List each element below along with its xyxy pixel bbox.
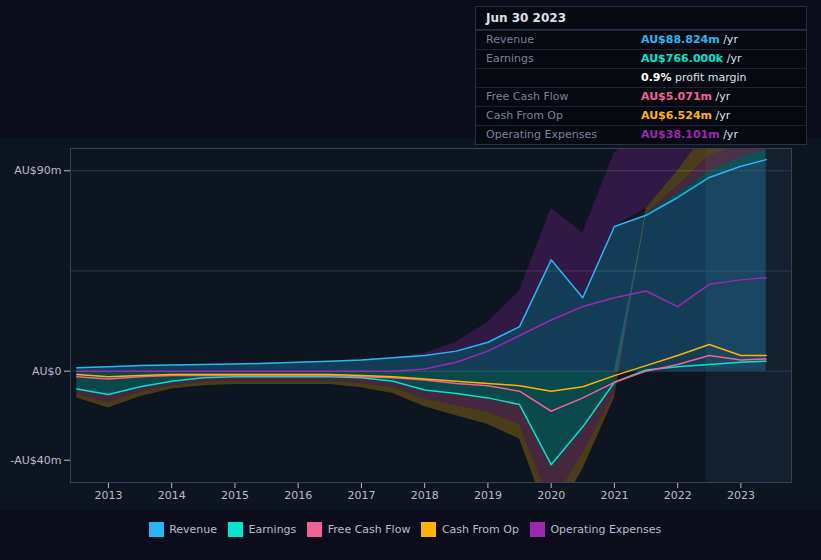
svg-text:2023: 2023 [727, 489, 755, 502]
svg-text:2014: 2014 [158, 489, 186, 502]
html-text:AU$88.824m /yr: AU$88.824m /yr [641, 33, 738, 46]
svg-text:-AU$40m: -AU$40m [10, 454, 61, 467]
html-text:Earnings: Earnings [486, 52, 534, 65]
html-text:AU$6.524m /yr: AU$6.524m /yr [641, 109, 731, 122]
html-text:Free Cash Flow: Free Cash Flow [327, 522, 411, 536]
svg-text:2013: 2013 [94, 489, 122, 502]
html-text:Jun 30 2023: Jun 30 2023 [486, 11, 566, 25]
svg-text:AU$0: AU$0 [32, 365, 62, 378]
svg-text:2019: 2019 [474, 489, 502, 502]
html-text:Cash From Op: Cash From Op [441, 522, 519, 536]
html-text:Cash From Op: Cash From Op [486, 109, 563, 122]
html-text:Revenue: Revenue [169, 522, 218, 536]
html-text:AU$766.000k /yr: AU$766.000k /yr [641, 52, 742, 65]
svg-text:AU$90m: AU$90m [14, 164, 61, 177]
html-text:Revenue: Revenue [486, 33, 534, 46]
svg-text:2022: 2022 [664, 489, 692, 502]
html-text:Operating Expenses: Operating Expenses [550, 522, 662, 536]
html-text:Free Cash Flow: Free Cash Flow [486, 90, 569, 103]
html-text:Earnings: Earnings [248, 522, 297, 536]
html-text:Operating Expenses: Operating Expenses [486, 128, 597, 141]
svg-text:2018: 2018 [411, 489, 439, 502]
svg-text:2017: 2017 [347, 489, 375, 502]
svg-text:2016: 2016 [284, 489, 312, 502]
html-text:0.9% profit margin: 0.9% profit margin [641, 71, 747, 84]
svg-text:2020: 2020 [537, 489, 565, 502]
html-text:AU$5.071m /yr: AU$5.071m /yr [641, 90, 731, 103]
svg-text:2015: 2015 [221, 489, 249, 502]
html-text:AU$38.101m /yr: AU$38.101m /yr [641, 128, 738, 141]
svg-text:2021: 2021 [600, 489, 628, 502]
